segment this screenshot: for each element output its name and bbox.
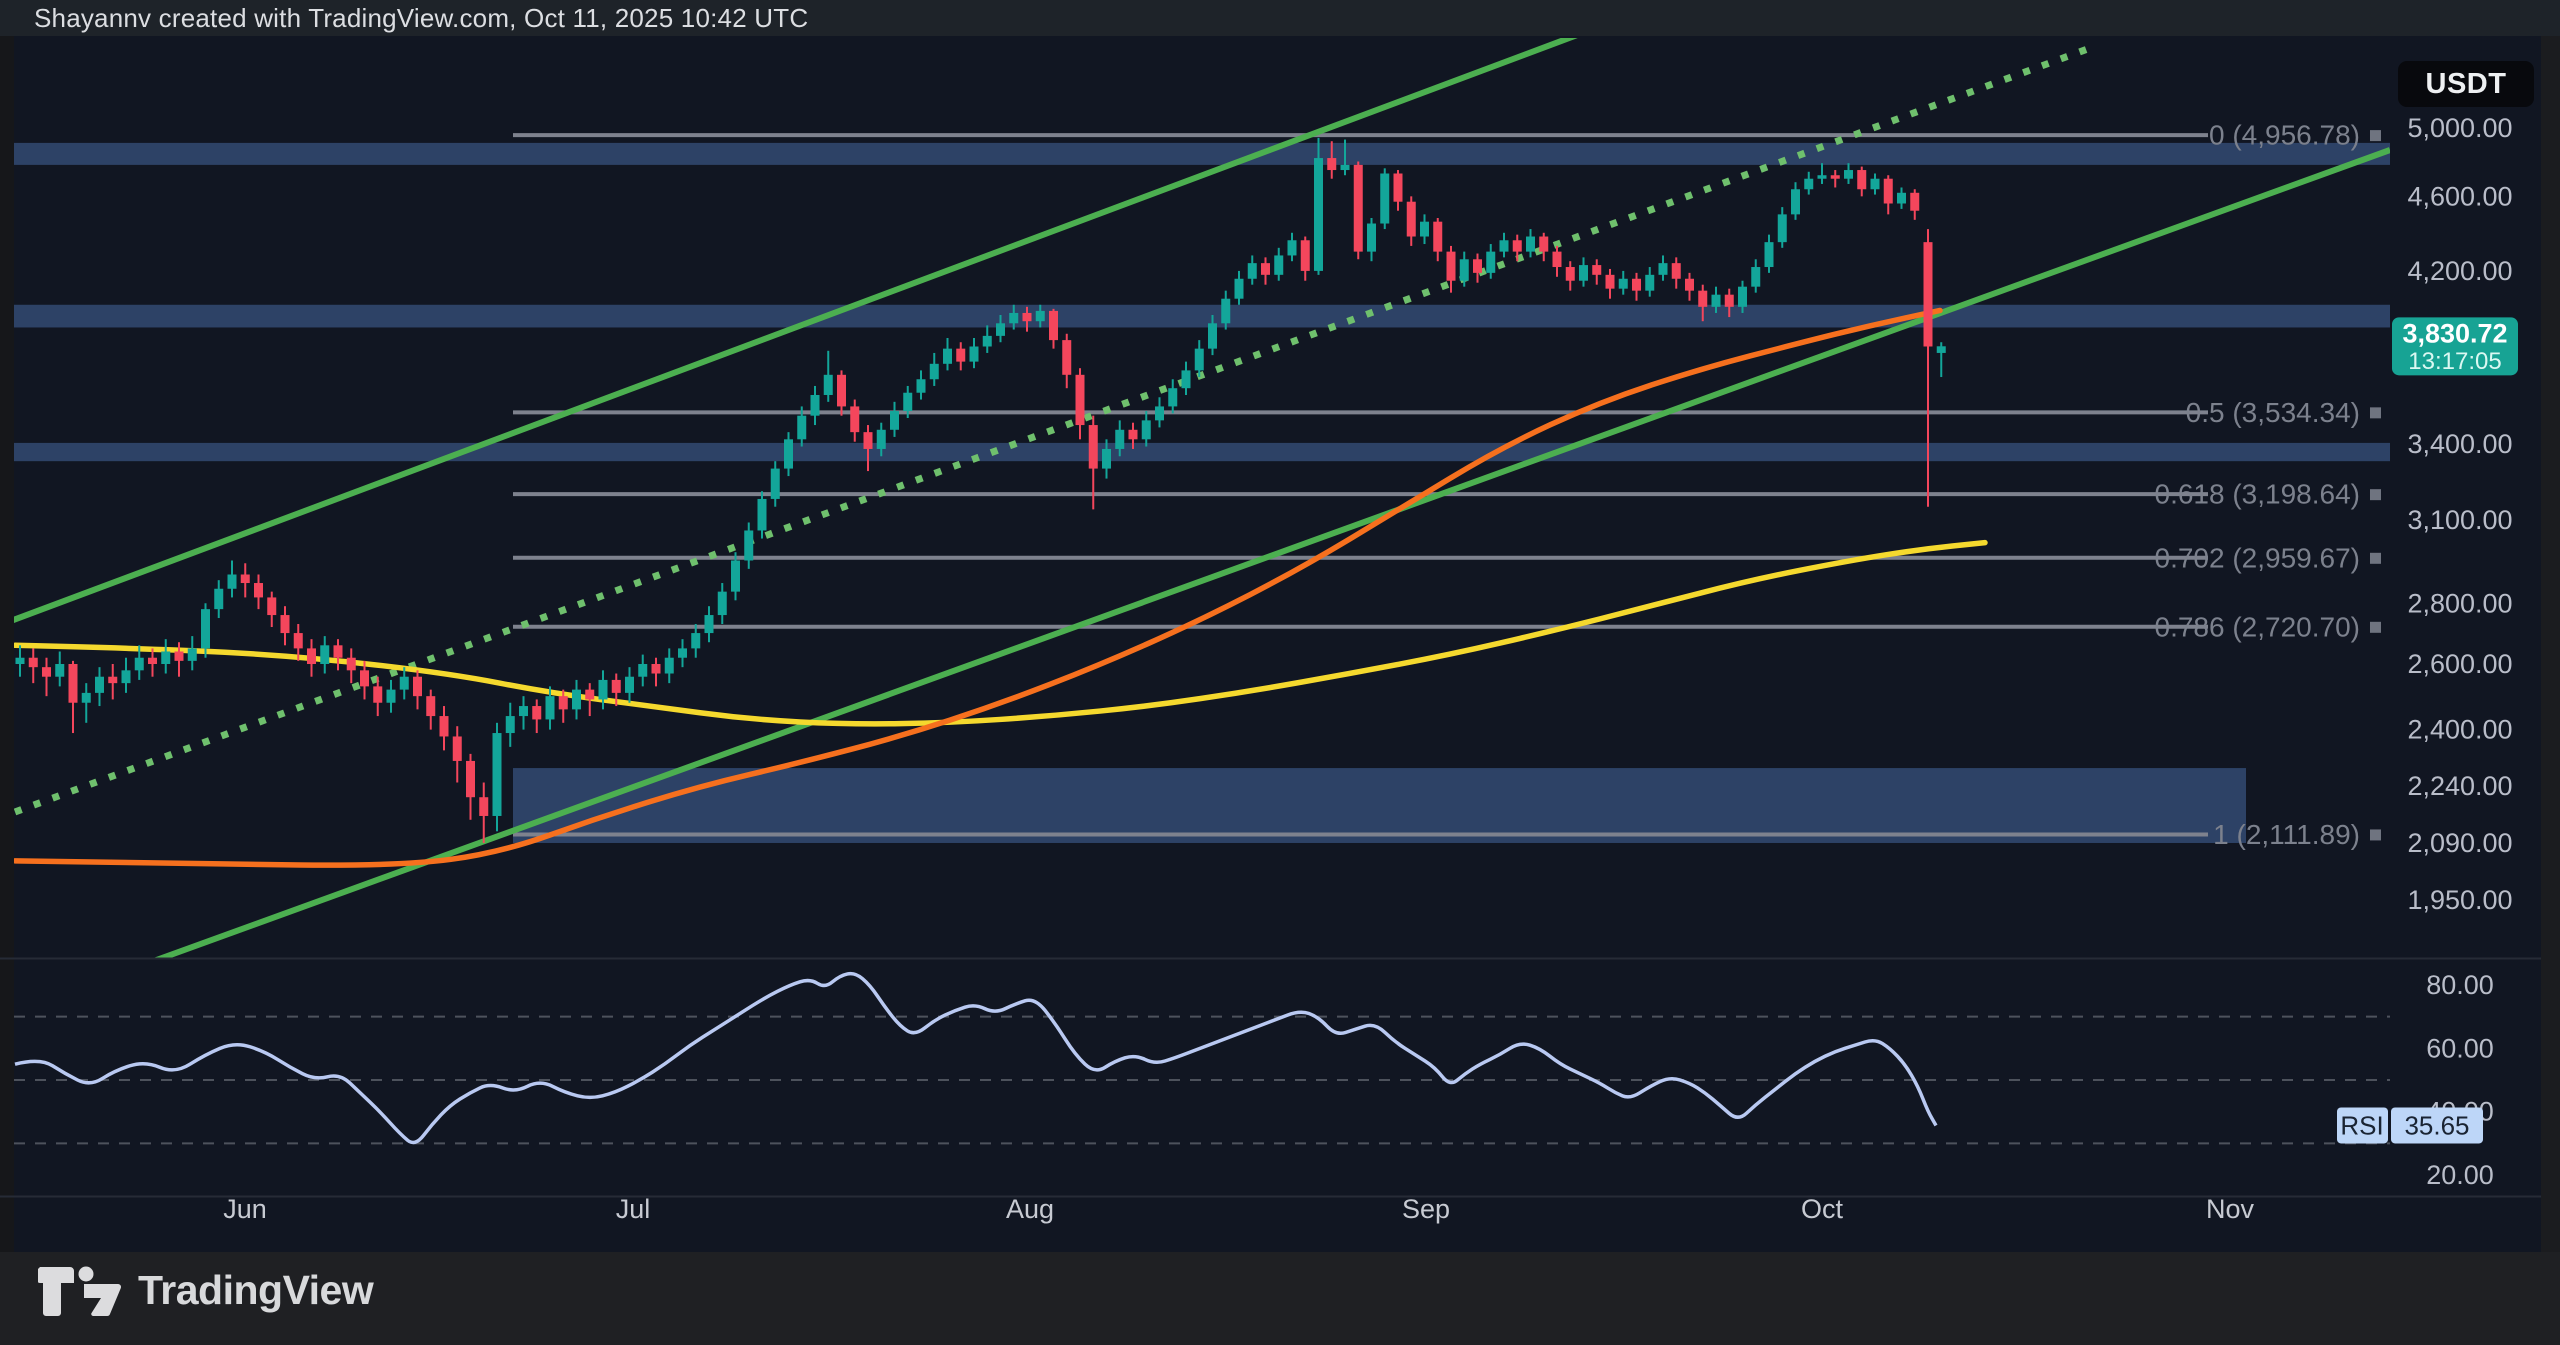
fib-marker[interactable]	[2370, 552, 2381, 564]
rsi-line	[14, 971, 1938, 1145]
current-price-value: 3,830.72	[2402, 318, 2507, 348]
time-axis-labels: Jun Jul Aug Sep Oct Nov	[223, 1194, 2254, 1224]
price-axis-labels: 5,000.00 4,600.00 4,200.00 3,400.00 3,100.00…	[2407, 113, 2512, 915]
rsi-pane[interactable]	[14, 971, 2390, 1145]
rsi-badge-value: 35.65	[2404, 1110, 2469, 1140]
fib-label: 1 (2,111.89)	[2213, 819, 2360, 850]
price-tick-label: 1,950.00	[2407, 885, 2512, 915]
price-pane	[0, 19, 2390, 966]
fib-marker[interactable]	[2370, 130, 2381, 142]
price-axis[interactable]	[2390, 38, 2541, 1252]
price-tick-label: 2,240.00	[2407, 771, 2512, 801]
time-axis[interactable]	[0, 1196, 2541, 1252]
tradingview-logo-icon	[38, 1266, 122, 1316]
price-tick-label: 2,400.00	[2407, 715, 2512, 745]
price-tick-label: 4,600.00	[2407, 181, 2512, 211]
quote-currency-button[interactable]: USDT	[2398, 61, 2534, 107]
fib-label: 0.618 (3,198.64)	[2155, 479, 2361, 510]
fib-marker[interactable]	[2370, 829, 2381, 841]
chart-widget-background	[0, 36, 2560, 1252]
ma-orange[interactable]	[14, 307, 1943, 868]
ma-yellow[interactable]	[14, 539, 1988, 727]
rsi-tick-label: 80.00	[2426, 970, 2494, 1000]
fib-retracement	[513, 133, 2208, 837]
fib-labels: 0 (4,956.78) 0.5 (3,534.34) 0.618 (3,198.6…	[2155, 120, 2381, 850]
fib-marker[interactable]	[2370, 407, 2381, 419]
tradingview-logo-text: TradingView	[138, 1266, 374, 1313]
quote-currency-label: USDT	[2425, 67, 2507, 100]
right-edge-strip	[2541, 36, 2560, 1252]
month-label: Nov	[2206, 1194, 2255, 1224]
rsi-value-badge: RSI 35.65	[2337, 1107, 2483, 1144]
price-tick-label: 5,000.00	[2407, 113, 2512, 143]
month-label: Aug	[1006, 1194, 1054, 1224]
left-edge-strip	[0, 36, 14, 1252]
fib-marker[interactable]	[2370, 621, 2381, 633]
attribution-bar: Shayannv created with TradingView.com, O…	[0, 0, 2560, 36]
price-tick-label: 3,400.00	[2407, 429, 2512, 459]
month-label: Oct	[1801, 1194, 1844, 1224]
rsi-tick-label: 60.00	[2426, 1033, 2494, 1063]
channel-upper-line[interactable]	[0, 19, 1620, 625]
fib-label: 0.5 (3,534.34)	[2186, 397, 2360, 428]
month-label: Jun	[223, 1194, 267, 1224]
price-tick-label: 2,600.00	[2407, 649, 2512, 679]
fib-label: 0 (4,956.78)	[2209, 120, 2360, 151]
rsi-badge-label: RSI	[2340, 1110, 2383, 1140]
zone-rect	[14, 442, 2390, 462]
zone-rect	[14, 304, 2390, 328]
chart-surface[interactable]	[14, 38, 2390, 958]
month-label: Sep	[1402, 1194, 1450, 1224]
price-tick-label: 3,100.00	[2407, 505, 2512, 535]
month-label: Jul	[616, 1194, 651, 1224]
candlestick-series	[15, 137, 1946, 843]
price-tick-label: 2,090.00	[2407, 828, 2512, 858]
fib-label: 0.786 (2,720.70)	[2155, 611, 2361, 642]
tradingview-logo[interactable]: TradingView	[38, 1264, 374, 1316]
fib-marker[interactable]	[2370, 489, 2381, 501]
channel-lower-line[interactable]	[140, 147, 2390, 966]
zone-rect	[14, 142, 2390, 165]
candle-countdown: 13:17:05	[2408, 348, 2501, 375]
fib-label: 0.702 (2,959.67)	[2155, 542, 2361, 573]
price-tick-label: 4,200.00	[2407, 256, 2512, 286]
footer-strip: TradingView	[0, 1252, 2560, 1345]
price-tick-label: 2,800.00	[2407, 588, 2512, 618]
attribution-text: Shayannv created with TradingView.com, O…	[34, 2, 809, 33]
zone-rect	[513, 768, 2246, 843]
support-resistance-zones	[14, 142, 2390, 843]
dotted-trendline[interactable]	[14, 43, 2095, 816]
rsi-tick-label: 20.00	[2426, 1160, 2494, 1190]
